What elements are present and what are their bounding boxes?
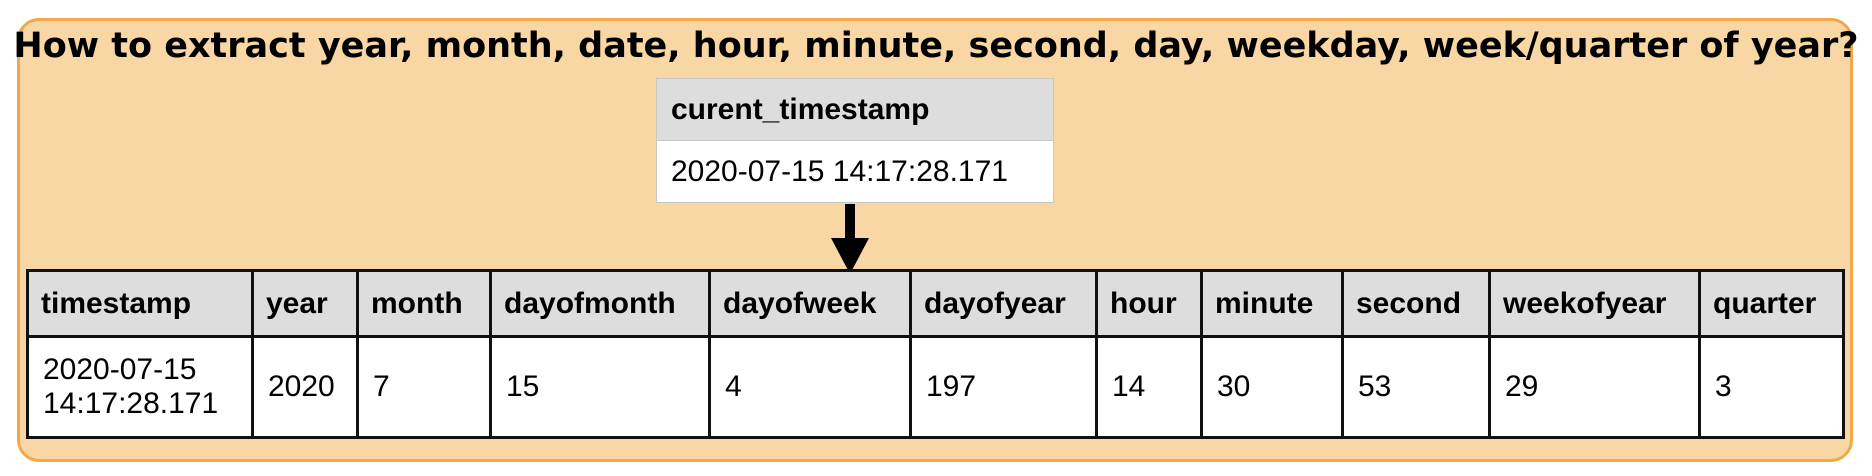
cell-dayofyear: 197 xyxy=(909,335,1098,439)
cell-hour: 14 xyxy=(1095,335,1203,439)
cell-timestamp: 2020-07-15 14:17:28.171 xyxy=(26,335,254,439)
table-header-row: timestamp year month dayofmonth dayofwee… xyxy=(26,269,1845,338)
cell-minute: 30 xyxy=(1200,335,1344,439)
col-header-dayofmonth: dayofmonth xyxy=(489,269,711,338)
cell-quarter: 3 xyxy=(1698,335,1845,439)
cell-dayofmonth: 15 xyxy=(489,335,711,439)
extracted-parts-table: timestamp year month dayofmonth dayofwee… xyxy=(26,269,1845,439)
cell-timestamp-date: 2020-07-15 xyxy=(43,353,197,386)
cell-dayofweek: 4 xyxy=(708,335,912,439)
cell-month: 7 xyxy=(356,335,492,439)
col-header-hour: hour xyxy=(1095,269,1203,338)
source-timestamp-table: curent_timestamp 2020-07-15 14:17:28.171 xyxy=(656,78,1054,203)
cell-second: 53 xyxy=(1341,335,1491,439)
col-header-second: second xyxy=(1341,269,1491,338)
source-header-cell: curent_timestamp xyxy=(656,78,1054,141)
col-header-quarter: quarter xyxy=(1698,269,1845,338)
col-header-dayofweek: dayofweek xyxy=(708,269,912,338)
diagram-title: How to extract year, month, date, hour, … xyxy=(13,26,1859,66)
table-row: 2020-07-15 14:17:28.171 2020 7 15 4 197 … xyxy=(26,335,1845,439)
source-header-row: curent_timestamp xyxy=(656,78,1054,141)
col-header-dayofyear: dayofyear xyxy=(909,269,1098,338)
cell-year: 2020 xyxy=(251,335,359,439)
col-header-year: year xyxy=(251,269,359,338)
cell-timestamp-time: 14:17:28.171 xyxy=(43,387,219,420)
source-value-row: 2020-07-15 14:17:28.171 xyxy=(656,140,1054,203)
source-value-cell: 2020-07-15 14:17:28.171 xyxy=(656,140,1054,203)
col-header-month: month xyxy=(356,269,492,338)
col-header-timestamp: timestamp xyxy=(26,269,254,338)
col-header-weekofyear: weekofyear xyxy=(1488,269,1701,338)
down-arrow-icon xyxy=(831,204,869,274)
cell-weekofyear: 29 xyxy=(1488,335,1701,439)
col-header-minute: minute xyxy=(1200,269,1344,338)
